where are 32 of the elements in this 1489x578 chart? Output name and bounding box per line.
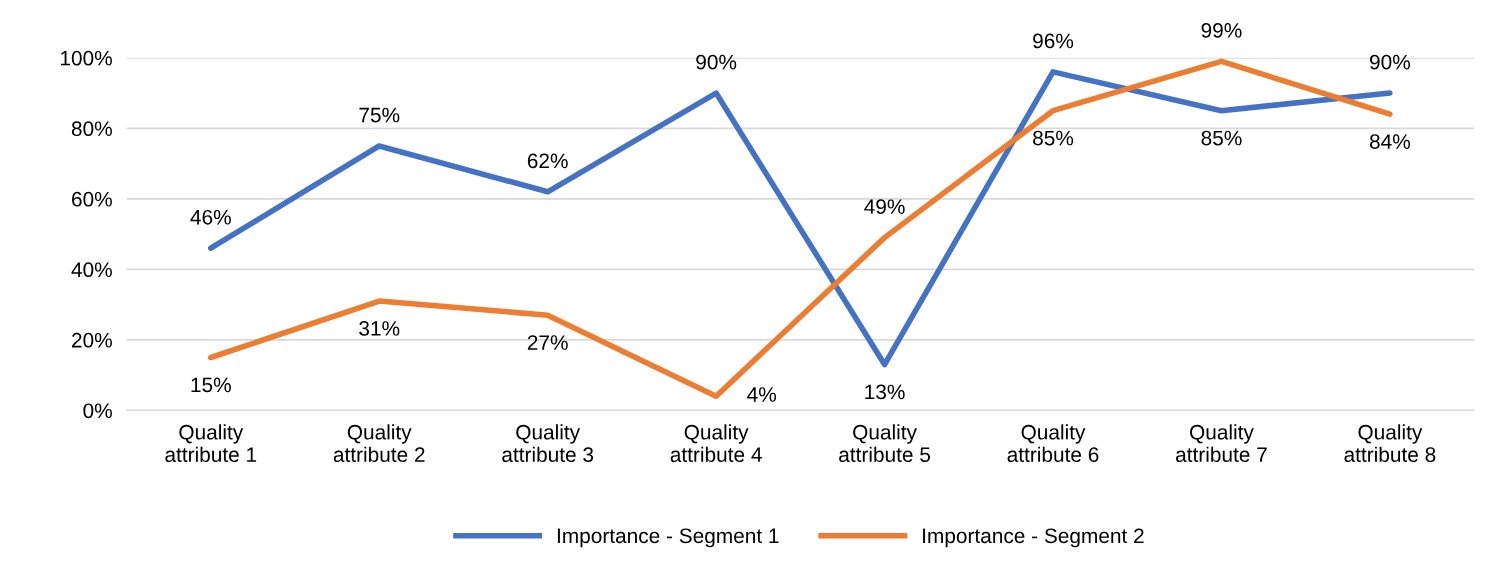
data-label: 85% — [1201, 130, 1242, 146]
y-tick-label: 20% — [72, 332, 112, 348]
data-label: 90% — [1370, 54, 1410, 70]
data-label: 84% — [1369, 134, 1410, 149]
data-label: 4% — [747, 387, 777, 402]
data-label: 75% — [359, 107, 400, 123]
data-label: 13% — [865, 384, 905, 400]
x-tick-label: Quality attribute 5 — [839, 424, 931, 463]
data-label: 27% — [527, 335, 568, 350]
legend-label: Importance - Segment 1 — [557, 528, 779, 548]
data-label: 15% — [191, 377, 231, 393]
x-tick-label: Quality attribute 8 — [1344, 424, 1436, 463]
data-label: 49% — [864, 199, 905, 215]
x-tick-label: Quality attribute 1 — [165, 424, 257, 463]
data-label: 62% — [527, 153, 568, 169]
x-tick-label: Quality attribute 7 — [1176, 424, 1267, 463]
y-tick-label: 60% — [72, 191, 112, 207]
y-tick-label: 100% — [60, 50, 112, 66]
x-tick-label: Quality attribute 2 — [333, 424, 425, 463]
y-tick-label: 80% — [71, 121, 112, 137]
x-tick-label: Quality attribute 6 — [1007, 424, 1099, 463]
data-label: 85% — [1033, 130, 1074, 146]
data-label: 96% — [1033, 33, 1074, 49]
y-tick-label: 40% — [71, 262, 112, 278]
x-tick-label: Quality attribute 4 — [670, 424, 762, 463]
data-label: 99% — [1201, 23, 1242, 38]
y-tick-label: 0% — [83, 403, 112, 419]
data-label: 46% — [190, 209, 231, 225]
legend-label: Importance - Segment 2 — [923, 528, 1144, 548]
x-tick-label: Quality attribute 3 — [502, 424, 594, 463]
data-label: 90% — [696, 54, 737, 70]
data-label: 31% — [359, 321, 400, 336]
